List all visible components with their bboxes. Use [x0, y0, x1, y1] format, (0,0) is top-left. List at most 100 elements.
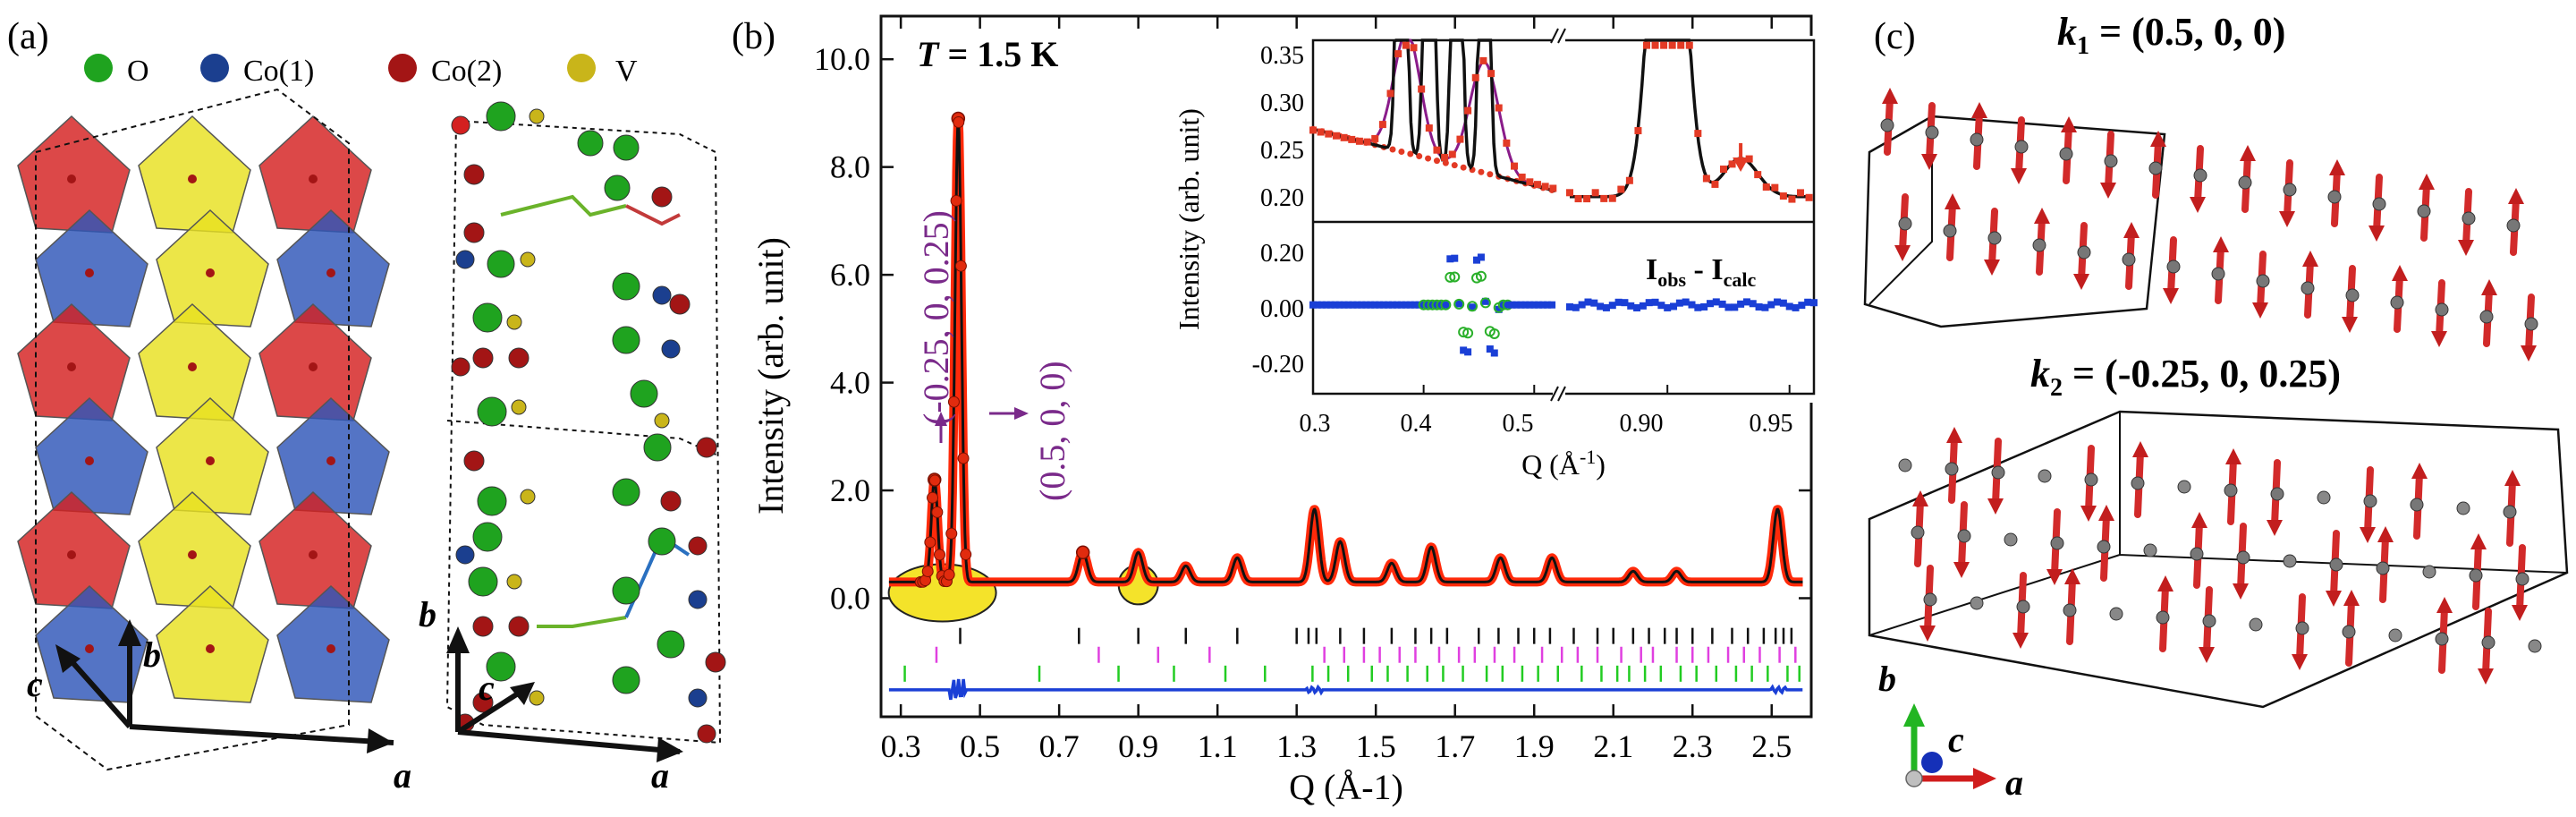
inset-diff-point	[1614, 298, 1623, 306]
observed-point	[950, 194, 962, 207]
co-atom	[2109, 607, 2123, 621]
atom	[85, 268, 94, 277]
axes-left: a b c	[27, 619, 411, 796]
atom	[486, 651, 516, 682]
spin-head	[1912, 490, 1928, 506]
inset-diff-point	[1718, 300, 1726, 308]
co-atom	[1898, 458, 1912, 472]
spin-head	[2458, 240, 2474, 256]
atom	[326, 456, 335, 465]
spin-head	[2392, 265, 2408, 281]
background-dot	[1398, 149, 1405, 156]
bond	[537, 616, 627, 628]
inset-diff-point	[1544, 301, 1552, 309]
atom	[472, 616, 494, 637]
x-tick-label: 1.7	[1435, 728, 1475, 764]
inset-diff-point	[1367, 301, 1375, 309]
spin-head	[2481, 279, 2497, 295]
inset-diff-point	[1380, 301, 1388, 309]
inset-diff-point	[1798, 302, 1806, 310]
inset-diff-point	[1340, 301, 1348, 309]
co-atom	[2097, 540, 2111, 554]
inset-obs-point	[1728, 160, 1736, 168]
spin-head	[2343, 590, 2360, 606]
spin-head	[2150, 131, 2166, 147]
inset-obs-point	[1668, 41, 1676, 49]
axis-a-label-c: a	[2005, 762, 2023, 803]
co-atom	[1911, 525, 1925, 540]
panel-b-label: (b)	[732, 16, 775, 57]
observed-point	[927, 491, 939, 504]
bond	[500, 194, 627, 217]
background-dot	[1451, 162, 1458, 169]
observed-point	[931, 506, 944, 518]
k2-symbol: k	[2030, 352, 2050, 396]
atom	[508, 347, 530, 369]
inset-diff-point	[1358, 301, 1366, 309]
x-tick-label: 0.5	[960, 728, 1000, 764]
inset-ylabel: Intensity (arb. unit)	[1173, 108, 1205, 330]
atom	[613, 134, 640, 161]
panel-a: (a) O Co(1) Co(2) V a b c	[7, 16, 726, 796]
spin-head	[2080, 506, 2097, 522]
inset-diff-point	[1785, 302, 1793, 311]
atom	[511, 399, 527, 415]
co-atom	[1925, 125, 1939, 140]
inset-diff-point	[1393, 301, 1401, 309]
y-tick-label: 8.0	[830, 149, 870, 185]
cobalt-polyhedron	[35, 584, 148, 703]
background-dot	[1389, 146, 1396, 153]
spin-head	[2292, 654, 2308, 670]
background-dot	[1433, 157, 1440, 165]
axis-break	[1550, 28, 1559, 44]
spin-head	[1921, 154, 1937, 170]
cell-edges	[35, 88, 350, 771]
inset-diff-point	[1675, 299, 1683, 307]
inset-diff-point	[1464, 348, 1472, 356]
co-atom	[2363, 494, 2377, 508]
atom	[451, 357, 470, 377]
atom	[529, 108, 545, 124]
inset-diff-point	[1755, 303, 1763, 311]
axis-b-label: b	[143, 634, 161, 675]
spin-head	[1987, 498, 2004, 515]
spin-head	[2073, 274, 2089, 290]
inset-obs-point	[1371, 134, 1379, 142]
axis-a-label-right: a	[651, 755, 669, 796]
atom	[477, 396, 507, 427]
inset-diff-point	[1597, 302, 1605, 311]
inset-diff-point	[1472, 256, 1480, 264]
inset-diff-point	[1402, 301, 1410, 309]
observed-point	[943, 568, 955, 581]
inset-diff-open	[1445, 271, 1456, 283]
co-atom	[2004, 532, 2018, 547]
inset-obs-point	[1495, 104, 1503, 112]
atom	[206, 456, 215, 465]
inset-diff-point	[1406, 301, 1414, 309]
k1-cell-inner	[1868, 116, 1933, 305]
spin-head	[2342, 317, 2358, 333]
co-atom	[2211, 267, 2225, 281]
co-atom	[2190, 547, 2204, 561]
axis-a-arrow-right	[457, 729, 681, 754]
atom	[612, 272, 640, 301]
spin-head	[1971, 102, 1987, 118]
x-tick-label: 2.3	[1673, 728, 1713, 764]
co-atom	[2469, 568, 2483, 583]
co-atom	[1880, 118, 1894, 132]
x-tick-label: 1.3	[1276, 728, 1317, 764]
inset-diff-point	[1572, 303, 1580, 311]
inset-obs-point	[1634, 127, 1642, 135]
axis-c-dot	[1921, 752, 1943, 773]
k2-magnetic-structure	[1868, 410, 2569, 709]
inset-diff-point	[1389, 301, 1397, 309]
spin-head	[2213, 236, 2229, 252]
co-atom	[2283, 183, 2297, 197]
co-atom	[2317, 490, 2331, 505]
inset-obs-point	[1779, 192, 1787, 200]
inset-diff-point	[1657, 302, 1665, 310]
spin-head	[2329, 159, 2345, 175]
atom	[648, 527, 676, 556]
co-atom	[2345, 288, 2360, 302]
atom	[651, 186, 673, 208]
